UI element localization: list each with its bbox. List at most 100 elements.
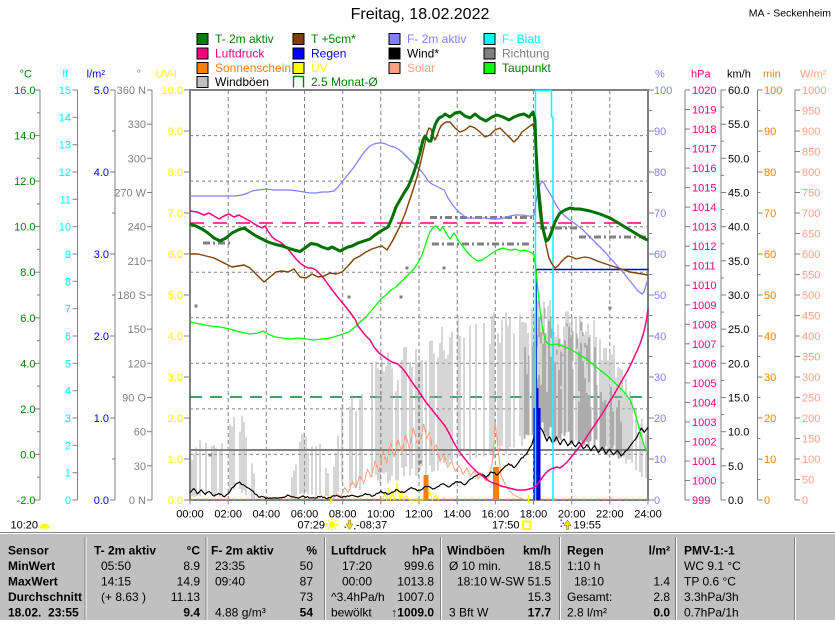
svg-text:1.0: 1.0 [168, 454, 183, 466]
svg-text:0.0: 0.0 [20, 449, 35, 461]
svg-text:MinWert: MinWert [8, 559, 55, 573]
svg-text:650: 650 [802, 229, 820, 241]
svg-text:40: 40 [764, 331, 776, 343]
svg-text:750: 750 [802, 188, 820, 200]
svg-text:0.0: 0.0 [168, 495, 183, 507]
svg-text:Regen: Regen [311, 47, 346, 61]
svg-text:12.0: 12.0 [14, 176, 35, 188]
svg-text:Luftdruck: Luftdruck [331, 543, 387, 557]
svg-text:14.0: 14.0 [14, 131, 35, 143]
svg-text:1.4: 1.4 [653, 574, 670, 588]
svg-text:Freitag, 18.02.2022: Freitag, 18.02.2022 [351, 6, 490, 23]
svg-text:24:00: 24:00 [634, 509, 662, 521]
svg-text:0: 0 [654, 495, 660, 507]
svg-text:(+ 8.63 ): (+ 8.63 ) [101, 590, 146, 604]
svg-text:9.0: 9.0 [168, 126, 183, 138]
svg-text:0: 0 [802, 495, 808, 507]
svg-text:550: 550 [802, 270, 820, 282]
svg-text:13: 13 [59, 140, 71, 152]
svg-text:330: 330 [128, 119, 146, 131]
svg-text:350: 350 [802, 352, 820, 364]
svg-text:10:20: 10:20 [11, 520, 39, 532]
svg-text:3: 3 [65, 413, 71, 425]
svg-text:600: 600 [802, 249, 820, 261]
svg-text:05:50: 05:50 [101, 559, 131, 573]
svg-text:17.7: 17.7 [528, 605, 552, 619]
svg-text:18.5: 18.5 [528, 559, 552, 573]
svg-text:5.0: 5.0 [168, 290, 183, 302]
svg-text:W/m²: W/m² [800, 69, 827, 81]
svg-text:lf: lf [63, 69, 69, 81]
svg-text:1016: 1016 [692, 163, 716, 175]
svg-text:min: min [763, 69, 781, 81]
svg-text:l/m²: l/m² [649, 543, 670, 557]
svg-text:60: 60 [654, 249, 666, 261]
svg-text:50: 50 [300, 559, 314, 573]
svg-text:14:15: 14:15 [101, 574, 131, 588]
svg-text:W-SW 51.5: W-SW 51.5 [490, 574, 551, 588]
svg-text:8: 8 [65, 276, 71, 288]
svg-text:1007: 1007 [692, 339, 716, 351]
svg-text:9: 9 [65, 249, 71, 261]
svg-text:0.7hPa/1h: 0.7hPa/1h [684, 605, 739, 619]
svg-text:5.0: 5.0 [728, 461, 743, 473]
svg-text:20: 20 [654, 413, 666, 425]
svg-text:10:00: 10:00 [367, 509, 395, 521]
svg-text:0.0: 0.0 [728, 495, 743, 507]
svg-text:90 O: 90 O [122, 393, 146, 405]
svg-text:30.0: 30.0 [728, 290, 749, 302]
svg-text:850: 850 [802, 147, 820, 159]
svg-text:11.13: 11.13 [171, 590, 200, 604]
svg-text:1015: 1015 [692, 183, 716, 195]
svg-text:TP 0.6 °C: TP 0.6 °C [684, 574, 736, 588]
svg-text:1: 1 [65, 468, 71, 480]
svg-text:0.0: 0.0 [94, 495, 109, 507]
svg-text:Gesamt:: Gesamt: [567, 590, 612, 604]
svg-text:Sensor: Sensor [8, 543, 49, 557]
svg-text:30: 30 [764, 372, 776, 384]
svg-text:900: 900 [802, 126, 820, 138]
svg-text:90: 90 [764, 126, 776, 138]
svg-text:15.3: 15.3 [528, 590, 552, 604]
svg-text:1000: 1000 [692, 476, 716, 488]
svg-text:1010: 1010 [692, 280, 716, 292]
svg-text:2: 2 [65, 440, 71, 452]
svg-text:18.02. 23:55: 18.02. 23:55 [8, 605, 79, 619]
svg-text:150: 150 [128, 324, 146, 336]
svg-text:3.0: 3.0 [94, 249, 109, 261]
svg-text:50: 50 [764, 290, 776, 302]
svg-text:50: 50 [802, 475, 814, 487]
svg-text:2.0: 2.0 [168, 413, 183, 425]
svg-text:F- 2m aktiv: F- 2m aktiv [211, 543, 274, 557]
svg-text:450: 450 [802, 311, 820, 323]
svg-text:400: 400 [802, 331, 820, 343]
svg-text:3 Bft W: 3 Bft W [449, 605, 489, 619]
svg-text:18:10: 18:10 [457, 574, 487, 588]
svg-text:14:00: 14:00 [443, 509, 471, 521]
svg-text:17:20: 17:20 [342, 559, 372, 573]
svg-text:1012: 1012 [692, 241, 716, 253]
svg-text:-08:37: -08:37 [356, 520, 387, 532]
svg-text:50.0: 50.0 [728, 153, 749, 165]
svg-text:4.0: 4.0 [20, 358, 35, 370]
svg-text:240: 240 [128, 222, 146, 234]
svg-text:1011: 1011 [692, 261, 716, 273]
svg-text:1013.8: 1013.8 [397, 574, 434, 588]
svg-text:90: 90 [654, 126, 666, 138]
svg-text:Ø 10 min.: Ø 10 min. [449, 559, 501, 573]
svg-text:45.0: 45.0 [728, 188, 749, 200]
svg-text:↑1009.0: ↑1009.0 [391, 605, 434, 619]
svg-text:16.0: 16.0 [14, 85, 35, 97]
svg-text:80: 80 [764, 167, 776, 179]
svg-text:15.0: 15.0 [728, 393, 749, 405]
svg-text:T- 2m aktiv: T- 2m aktiv [94, 543, 156, 557]
svg-text:6: 6 [65, 331, 71, 343]
svg-text:6.0: 6.0 [20, 313, 35, 325]
svg-text:12:00: 12:00 [405, 509, 433, 521]
svg-text:1005: 1005 [692, 378, 716, 390]
svg-text:250: 250 [802, 393, 820, 405]
svg-text:1000: 1000 [802, 85, 826, 97]
svg-text:hPa: hPa [691, 69, 711, 81]
svg-text:50: 50 [654, 290, 666, 302]
svg-text:1008: 1008 [692, 319, 716, 331]
